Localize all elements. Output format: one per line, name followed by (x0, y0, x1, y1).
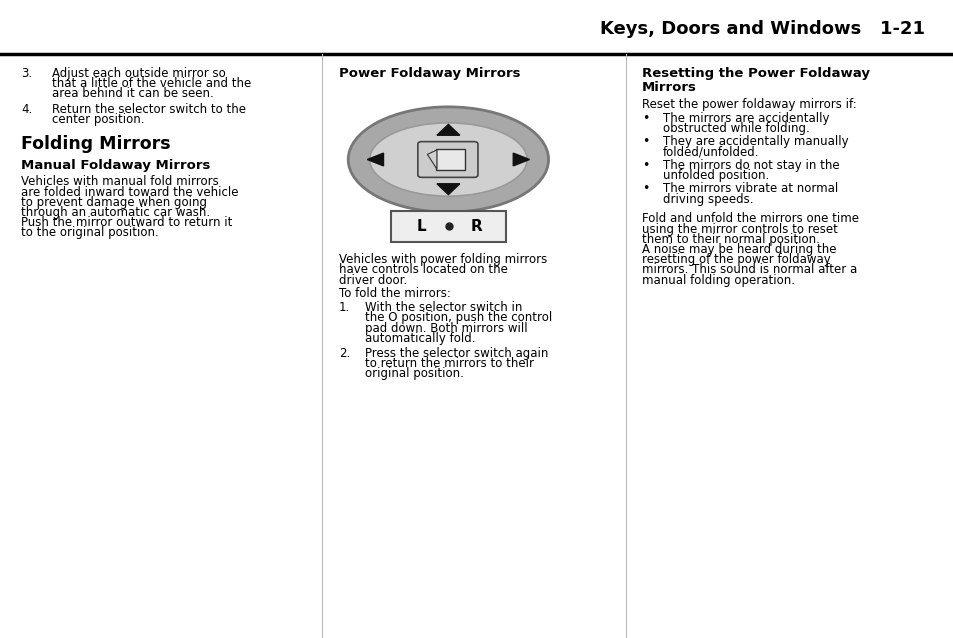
Text: automatically fold.: automatically fold. (365, 332, 476, 345)
Text: area behind it can be seen.: area behind it can be seen. (51, 87, 213, 100)
Text: unfolded position.: unfolded position. (662, 169, 768, 182)
Text: •: • (641, 135, 649, 148)
Text: With the selector switch in: With the selector switch in (365, 301, 522, 314)
Ellipse shape (369, 123, 526, 197)
Text: •: • (641, 112, 649, 124)
Text: A noise may be heard during the: A noise may be heard during the (641, 243, 836, 256)
Text: driving speeds.: driving speeds. (662, 193, 753, 205)
Text: The mirrors do not stay in the: The mirrors do not stay in the (662, 159, 839, 172)
Text: through an automatic car wash.: through an automatic car wash. (21, 206, 210, 219)
Text: •: • (641, 182, 649, 195)
Text: Keys, Doors and Windows   1-21: Keys, Doors and Windows 1-21 (599, 20, 924, 38)
Text: Press the selector switch again: Press the selector switch again (365, 347, 548, 360)
Text: to return the mirrors to their: to return the mirrors to their (365, 357, 534, 370)
Text: Return the selector switch to the: Return the selector switch to the (51, 103, 245, 115)
Text: 3.: 3. (21, 67, 32, 80)
Polygon shape (427, 150, 436, 169)
Text: Vehicles with power folding mirrors: Vehicles with power folding mirrors (338, 253, 546, 266)
Text: manual folding operation.: manual folding operation. (641, 274, 794, 286)
Text: They are accidentally manually: They are accidentally manually (662, 135, 848, 148)
FancyBboxPatch shape (436, 149, 464, 170)
Polygon shape (436, 124, 459, 135)
Text: are folded inward toward the vehicle: are folded inward toward the vehicle (21, 186, 238, 198)
Text: Power Foldaway Mirrors: Power Foldaway Mirrors (338, 67, 519, 80)
Text: The mirrors are accidentally: The mirrors are accidentally (662, 112, 829, 124)
Text: to prevent damage when going: to prevent damage when going (21, 196, 207, 209)
Text: driver door.: driver door. (338, 274, 407, 286)
FancyBboxPatch shape (417, 142, 477, 177)
Polygon shape (436, 184, 459, 195)
Text: resetting of the power foldaway: resetting of the power foldaway (641, 253, 830, 266)
Text: folded/unfolded.: folded/unfolded. (662, 145, 759, 158)
Text: Mirrors: Mirrors (641, 81, 697, 94)
Text: have controls located on the: have controls located on the (338, 263, 507, 276)
Text: center position.: center position. (51, 113, 144, 126)
Polygon shape (367, 153, 383, 166)
Text: Manual Foldaway Mirrors: Manual Foldaway Mirrors (21, 159, 211, 172)
Text: Folding Mirrors: Folding Mirrors (21, 135, 171, 152)
Text: R: R (471, 219, 482, 234)
Text: The mirrors vibrate at normal: The mirrors vibrate at normal (662, 182, 838, 195)
Text: the O position, push the control: the O position, push the control (365, 311, 552, 324)
Text: original position.: original position. (365, 367, 464, 380)
Polygon shape (513, 153, 529, 166)
Text: Reset the power foldaway mirrors if:: Reset the power foldaway mirrors if: (641, 98, 856, 110)
Text: Push the mirror outward to return it: Push the mirror outward to return it (21, 216, 233, 229)
Text: obstructed while folding.: obstructed while folding. (662, 122, 809, 135)
FancyBboxPatch shape (391, 211, 505, 242)
Text: Fold and unfold the mirrors one time: Fold and unfold the mirrors one time (641, 212, 858, 225)
Text: Adjust each outside mirror so: Adjust each outside mirror so (51, 67, 225, 80)
Text: pad down. Both mirrors will: pad down. Both mirrors will (365, 322, 527, 334)
Text: 4.: 4. (21, 103, 32, 115)
Text: To fold the mirrors:: To fold the mirrors: (338, 287, 450, 300)
Text: using the mirror controls to reset: using the mirror controls to reset (641, 223, 837, 235)
Text: to the original position.: to the original position. (21, 226, 158, 239)
Text: that a little of the vehicle and the: that a little of the vehicle and the (51, 77, 251, 90)
Text: •: • (641, 159, 649, 172)
Text: them to their normal position.: them to their normal position. (641, 233, 819, 246)
Ellipse shape (348, 107, 548, 212)
Text: L: L (416, 219, 426, 234)
Text: 2.: 2. (338, 347, 350, 360)
Text: mirrors. This sound is normal after a: mirrors. This sound is normal after a (641, 263, 857, 276)
Text: 1.: 1. (338, 301, 350, 314)
Text: Resetting the Power Foldaway: Resetting the Power Foldaway (641, 67, 869, 80)
Text: Vehicles with manual fold mirrors: Vehicles with manual fold mirrors (21, 175, 218, 188)
